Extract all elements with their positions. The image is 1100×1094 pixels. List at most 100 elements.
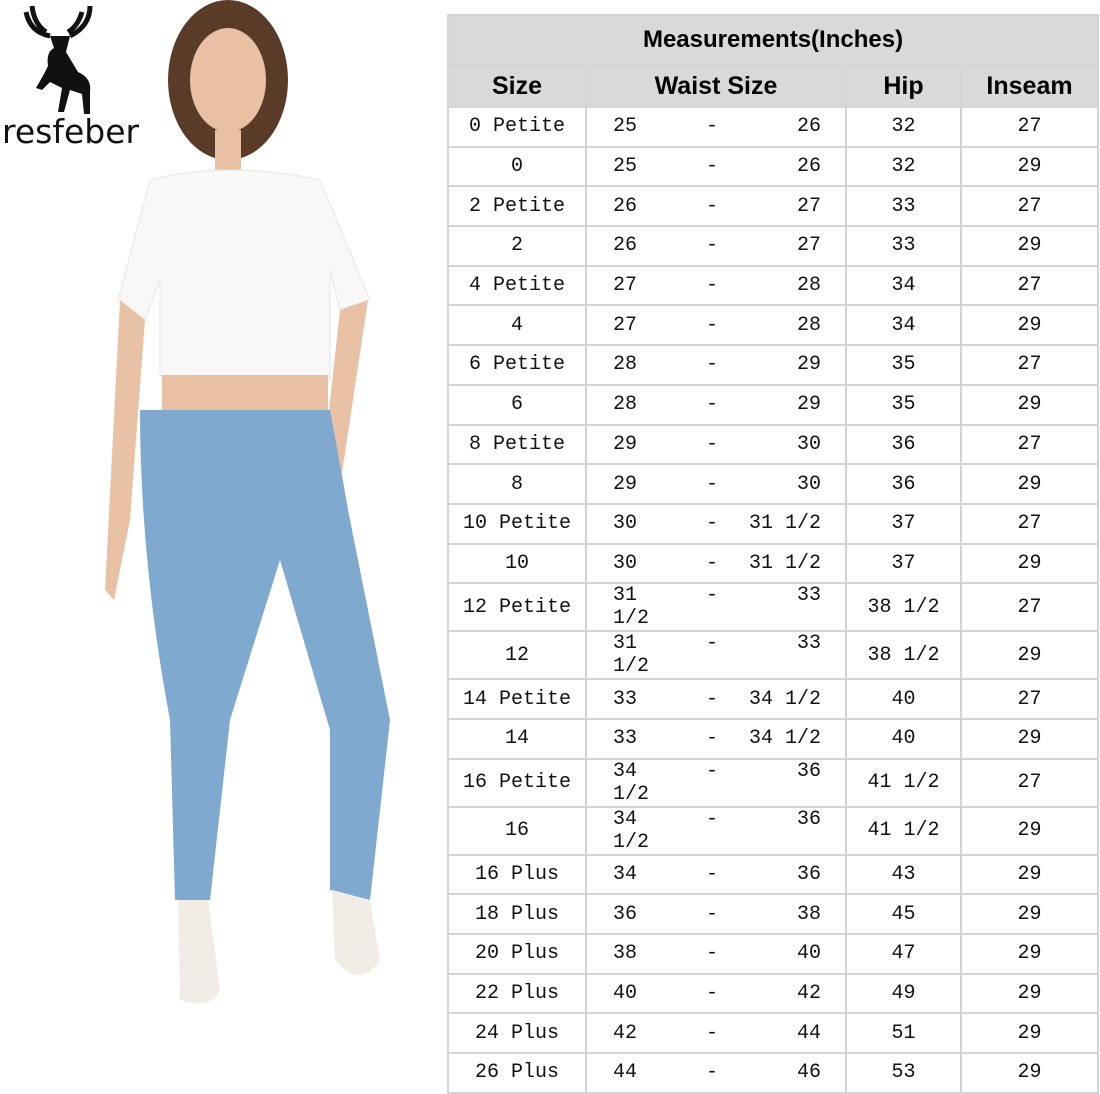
waist-cell: 34 1/2 - 36 [585,757,847,808]
range-separator: - [705,353,718,377]
table-title: Measurements(Inches) [446,14,1100,66]
hip-cell: 38 1/2 [845,630,962,681]
waist-max: 29 [796,393,821,417]
range-separator: - [705,687,718,711]
hip-cell: 45 [845,893,962,935]
range-separator: - [705,982,718,1006]
waist-min: 33 [613,727,638,751]
brand-name: resfeber [2,112,140,151]
range-separator: - [705,115,718,139]
size-cell: 0 Petite [447,106,587,148]
waist-min: 29 [613,432,638,456]
hip-cell: 40 [845,678,962,720]
waist-min: 34 [613,862,638,886]
inseam-cell: 29 [959,542,1100,585]
brand-logo: resfeber [0,0,150,160]
deer-icon [23,5,93,114]
inseam-cell: 27 [959,757,1100,808]
range-separator: - [705,274,718,298]
hip-cell: 43 [845,853,962,896]
table-row: 18 Plus 36 - 38 45 29 [447,893,1100,935]
waist-max: 33 [796,584,821,608]
size-cell: 24 Plus [447,1012,587,1055]
inseam-cell: 27 [959,423,1100,466]
hip-cell: 47 [845,933,962,975]
size-chart-table: Measurements(Inches) Size Waist Size Hip… [446,14,1100,1094]
waist-cell: 25 - 26 [585,106,847,148]
hip-cell: 51 [845,1012,962,1055]
waist-min: 28 [613,353,638,377]
size-cell: 4 [447,304,587,347]
table-row: 20 Plus 38 - 40 47 29 [447,933,1100,975]
inseam-cell: 29 [959,1052,1100,1094]
waist-cell: 33 - 34 1/2 [585,717,847,760]
waist-cell: 28 - 29 [585,383,847,426]
table-row: 10 30 - 31 1/2 37 29 [447,542,1100,585]
table-row: 0 Petite 25 - 26 32 27 [447,106,1100,148]
waist-max: 38 [796,902,821,926]
waist-min: 27 [613,274,638,298]
inseam-cell: 27 [959,264,1100,307]
table-row: 4 27 - 28 34 29 [447,304,1100,347]
waist-max: 44 [796,1021,821,1045]
size-cell: 18 Plus [447,893,587,935]
waist-cell: 30 - 31 1/2 [585,542,847,585]
range-separator: - [705,632,718,656]
waist-cell: 31 1/2 - 33 [585,630,847,681]
range-separator: - [705,313,718,337]
hip-cell: 33 [845,185,962,228]
size-cell: 12 Petite [447,582,587,633]
inseam-cell: 27 [959,678,1100,720]
hip-cell: 36 [845,423,962,466]
range-separator: - [705,194,718,218]
hip-cell: 35 [845,383,962,426]
table-row: 10 Petite 30 - 31 1/2 37 27 [447,502,1100,545]
inseam-cell: 27 [959,185,1100,228]
waist-max: 36 [796,862,821,886]
table-row: 6 28-29 35 29 [447,383,1100,426]
waist-min: 38 [613,942,638,966]
size-cell: 2 [447,225,587,267]
inseam-cell: 29 [959,805,1100,856]
table-row: 16 Petite 34 1/2 - 36 41 1/2 27 [447,757,1100,808]
hip-cell: 33 [845,225,962,267]
range-separator: - [705,551,718,575]
waist-min: 30 [613,551,638,575]
table-row: 2 26 - 27 33 29 [447,225,1100,267]
waist-max: 26 [796,115,821,139]
header-waist: Waist Size [585,64,847,108]
waist-min: 28 [613,393,638,417]
size-cell: 14 Petite [447,678,587,720]
size-cell: 22 Plus [447,972,587,1015]
inseam-cell: 29 [959,145,1100,188]
range-separator: - [705,584,718,608]
waist-max: 34 1/2 [748,727,821,751]
table-row: 2 Petite 26-27 33 27 [447,185,1100,228]
waist-min: 34 1/2 [613,759,650,806]
range-separator: - [705,1061,718,1085]
inseam-cell: 29 [959,1012,1100,1055]
inseam-cell: 27 [959,582,1100,633]
size-cell: 16 [447,805,587,856]
range-separator: - [705,1021,718,1045]
header-hip: Hip [845,64,962,108]
hip-cell: 32 [845,106,962,148]
inseam-cell: 29 [959,893,1100,935]
hip-cell: 32 [845,145,962,188]
size-cell: 8 Petite [447,423,587,466]
header-inseam: Inseam [959,64,1100,108]
table-row: 8 29-30 36 29 [447,463,1100,505]
range-separator: - [705,862,718,886]
size-cell: 26 Plus [447,1052,587,1094]
table-row: 8 Petite 29 - 30 36 27 [447,423,1100,466]
waist-min: 26 [613,194,638,218]
waist-cell: 28 - 29 [585,344,847,386]
waist-cell: 25 - 26 [585,145,847,188]
table-row: 14 33 - 34 1/2 40 29 [447,717,1100,760]
table-row: 22 Plus 40 - 42 49 29 [447,972,1100,1015]
inseam-cell: 27 [959,106,1100,148]
size-cell: 8 [447,463,587,505]
waist-max: 42 [796,982,821,1006]
table-row: 4 Petite 27-28 34 27 [447,264,1100,307]
waist-max: 26 [796,155,821,179]
